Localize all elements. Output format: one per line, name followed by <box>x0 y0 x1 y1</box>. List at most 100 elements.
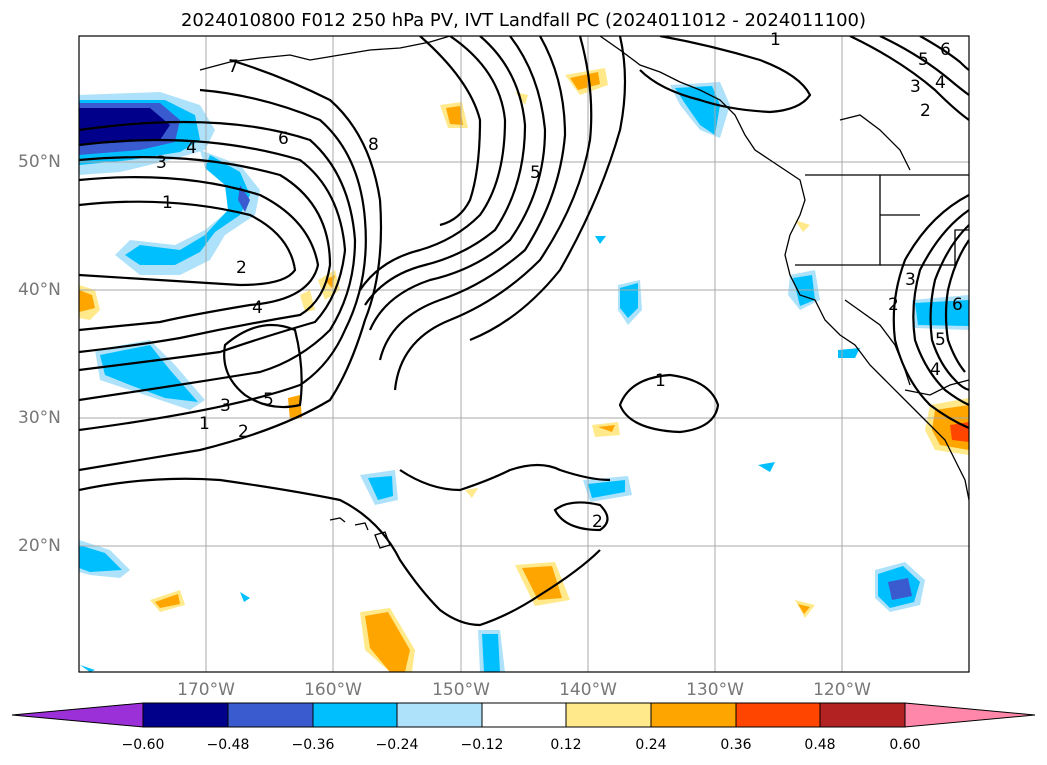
mexico-border <box>904 379 969 396</box>
contour-mid <box>399 463 611 492</box>
contour-label: 6 <box>278 129 289 149</box>
colorbar-swatch <box>819 702 906 728</box>
shade-band-blue <box>238 185 250 212</box>
east-trough-4 <box>944 239 969 373</box>
shade-sw-cyan <box>79 545 122 572</box>
colorbar-tick-label: 0.12 <box>550 737 582 753</box>
colorbar-swatch <box>650 702 737 728</box>
ridge-6 <box>393 36 593 391</box>
colorbar-swatch <box>312 702 398 728</box>
contour-center-2 <box>553 501 609 532</box>
contour-7-nw <box>79 58 383 472</box>
colorbar-swatch <box>142 702 229 728</box>
contour-subtropical <box>79 477 601 627</box>
map-frame <box>78 35 970 673</box>
contour-label: 5 <box>918 50 929 70</box>
colorbar-tick-label: 0.60 <box>889 737 921 753</box>
canada-interior <box>839 114 911 171</box>
latitude-label: 40°N <box>18 280 61 300</box>
contour-1-nw <box>79 200 297 287</box>
contour-label: 1 <box>162 193 173 213</box>
colorbar-tick-label: 0.36 <box>720 737 752 753</box>
contour-label: 5 <box>530 163 541 183</box>
colorbar-tick-label: −0.12 <box>460 737 504 753</box>
contour-label: 3 <box>910 77 921 97</box>
contour-label: 1 <box>655 371 666 391</box>
contour-closed-low <box>223 323 303 409</box>
contour-6-nw <box>79 88 367 432</box>
contour-label: 2 <box>238 422 249 442</box>
contour-label: 2 <box>592 512 603 532</box>
colorbar-tick-label: −0.60 <box>121 737 165 753</box>
contour-label: 2 <box>236 258 247 278</box>
east-1 <box>849 36 969 121</box>
shade-sub-cyan <box>100 345 198 402</box>
colorbar-tick-label: −0.24 <box>375 737 419 753</box>
map-title: 2024010800 F012 250 hPa PV, IVT Landfall… <box>180 10 867 31</box>
contour-label: 7 <box>228 57 239 77</box>
west-coast <box>599 36 969 501</box>
longitude-label: 150°W <box>432 680 490 700</box>
contour-label: 8 <box>368 135 379 155</box>
longitude-label: 170°W <box>177 680 235 700</box>
ridge-5 <box>378 36 567 361</box>
pv-contours <box>79 36 969 627</box>
colorbar-tick-label: 0.24 <box>635 737 667 753</box>
shade-left-orange <box>79 290 95 312</box>
longitude-label: 160°W <box>304 680 362 700</box>
ridge-2 <box>359 36 507 291</box>
colorbar-swatch <box>227 702 314 728</box>
coastlines <box>199 36 969 549</box>
contour-label: 3 <box>905 270 916 290</box>
contour-label: 4 <box>930 360 941 380</box>
contour-5-nw <box>79 120 357 402</box>
colorbar <box>11 702 1036 728</box>
state-border-c <box>880 229 969 266</box>
ridge-3 <box>364 36 527 306</box>
east-trough-2 <box>912 209 969 407</box>
shade-band-cyan <box>125 155 250 265</box>
longitude-label: 140°W <box>559 680 617 700</box>
longitude-label: 120°W <box>813 680 871 700</box>
ridge-1 <box>419 36 482 227</box>
east-trough-3 <box>929 224 969 392</box>
contour-label: 4 <box>186 138 197 158</box>
hawaii-2 <box>354 522 369 531</box>
shade-nw-navy <box>79 108 170 145</box>
contour-label: 3 <box>220 396 231 416</box>
contour-label: 2 <box>920 101 931 121</box>
colorbar-tick-label: −0.36 <box>291 737 335 753</box>
alaska-coast <box>199 36 451 71</box>
latitude-label: 30°N <box>18 408 61 428</box>
longitude-label: 130°W <box>686 680 744 700</box>
shade-band-light <box>115 150 260 275</box>
contour-center-1 <box>618 373 720 434</box>
colorbar-swatch <box>396 702 483 728</box>
east-trough-1 <box>892 194 969 430</box>
ridge-8 <box>639 36 812 114</box>
colorbar-tick-label: −0.48 <box>206 737 250 753</box>
ridge-7 <box>469 36 627 342</box>
state-border-d <box>844 299 911 386</box>
contour-label: 6 <box>940 40 951 60</box>
contour-label: 1 <box>770 30 781 50</box>
contour-label: 4 <box>252 298 263 318</box>
latitude-label: 20°N <box>18 536 61 556</box>
contour-label: 2 <box>888 295 899 315</box>
ridge-4 <box>368 36 547 331</box>
colorbar-swatch <box>481 702 567 728</box>
contour-label-layer: 1 2 3 4 5 6 7 8 1 2 3 4 5 1 2 3 4 5 6 2 … <box>156 30 963 532</box>
contour-label: 5 <box>263 390 274 410</box>
map-content <box>79 36 969 672</box>
east-3 <box>919 36 969 71</box>
contour-label: 3 <box>156 153 167 173</box>
colorbar-swatch <box>565 702 652 728</box>
contour-4-nw <box>79 138 347 372</box>
colorbar-swatch <box>735 702 821 728</box>
hawaii-1 <box>329 517 346 523</box>
contour-label: 4 <box>935 73 946 93</box>
contour-2-nw <box>79 176 320 332</box>
contour-3-nw <box>79 156 332 354</box>
colorbar-extend-low <box>11 702 144 728</box>
